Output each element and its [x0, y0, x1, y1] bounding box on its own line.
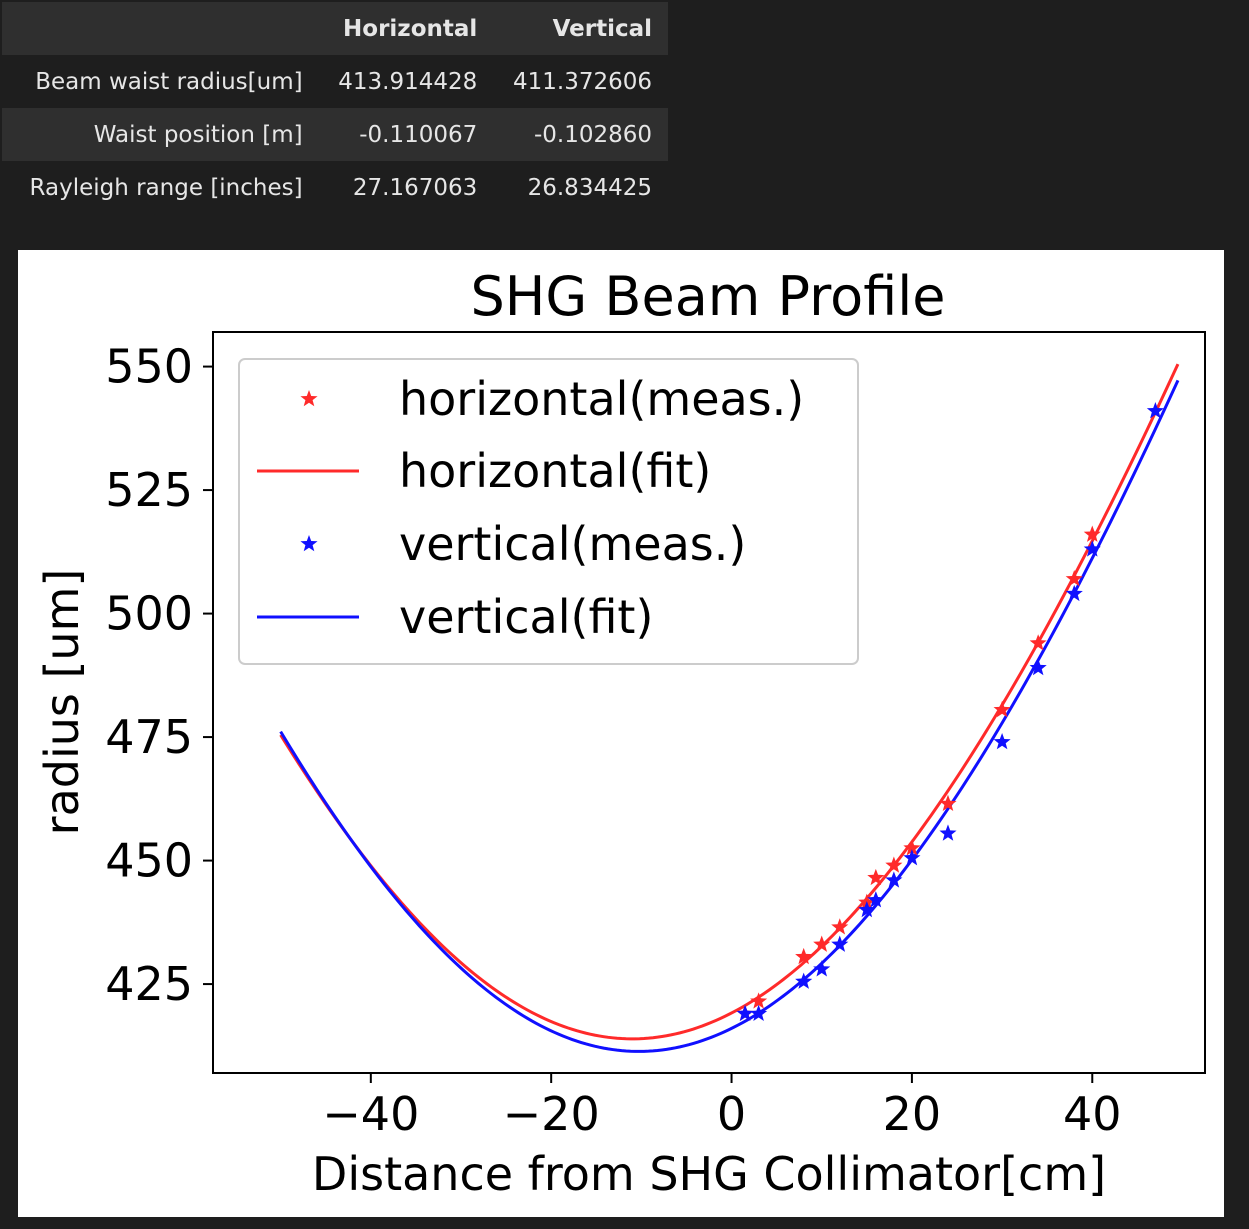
x-tick-label: 20	[883, 1087, 942, 1141]
horizontal-value: 27.167063	[352, 174, 478, 201]
data-point-star	[867, 891, 885, 908]
legend-label: horizontal(fit)	[399, 444, 711, 498]
data-point-star	[903, 849, 921, 866]
legend-label: vertical(fit)	[399, 590, 653, 644]
y-tick-label: 425	[105, 957, 193, 1011]
plot-area	[279, 363, 1180, 1053]
vertical-value: -0.102860	[533, 121, 652, 148]
data-point-star	[831, 935, 849, 952]
data-point-star	[1029, 634, 1047, 651]
data-point-star	[795, 947, 813, 965]
legend-marker-star	[300, 535, 318, 552]
y-tick-label: 550	[105, 340, 193, 394]
row-label: Beam waist radius[um]	[35, 68, 303, 95]
data-point-star	[813, 960, 831, 977]
x-axis-label: Distance from SHG Collimator[cm]	[312, 1147, 1106, 1201]
data-point-star	[939, 794, 957, 812]
legend-label: vertical(meas.)	[399, 517, 746, 571]
legend-label: horizontal(meas.)	[399, 372, 804, 426]
table-row-waist-position: Waist position [m] -0.110067 -0.102860	[2, 108, 668, 161]
data-point-star	[1083, 540, 1101, 557]
data-point-star	[993, 700, 1011, 718]
data-point-star	[795, 972, 813, 989]
table-row-rayleigh-range: Rayleigh range [inches] 27.167063 26.834…	[2, 161, 668, 214]
table-header-row: Horizontal Vertical	[2, 2, 668, 55]
y-axis: 425 450 475 500 525 550	[105, 340, 213, 1011]
chart-title: SHG Beam Profile	[471, 265, 946, 328]
table-row-beam-waist: Beam waist radius[um] 413.914428 411.372…	[2, 55, 668, 108]
row-label: Rayleigh range [inches]	[29, 174, 303, 201]
fit-line-horizontal-fit-	[279, 363, 1180, 1041]
fit-line-vertical-fit-	[279, 379, 1180, 1053]
table-header-corner	[2, 2, 319, 55]
data-point-star	[885, 871, 903, 888]
data-point-star	[1029, 658, 1047, 676]
table-header-vertical: Vertical	[552, 15, 652, 42]
y-axis-label: radius [um]	[35, 569, 89, 836]
data-point-star	[750, 992, 768, 1009]
beam-parameters-table: Horizontal Vertical Beam waist radius[um…	[2, 2, 668, 214]
data-point-star	[813, 935, 831, 952]
data-point-star	[1065, 584, 1083, 602]
plot-frame	[212, 331, 1206, 1074]
horizontal-value: -0.110067	[359, 121, 478, 148]
chart-canvas: SHG Beam Profile −40 −20 0 20 40 425 450 475 50…	[35, 265, 1206, 1201]
data-point-star	[736, 1004, 754, 1021]
vertical-value: 411.372606	[512, 68, 652, 95]
chart-legend: horizontal(meas.) horizontal(fit) vertical…	[238, 358, 859, 665]
data-point-star	[867, 868, 885, 886]
data-point-star	[1146, 402, 1164, 419]
row-label: Waist position [m]	[93, 121, 303, 148]
table-header-horizontal: Horizontal	[343, 15, 478, 42]
legend-box	[238, 358, 859, 665]
y-tick-label: 525	[105, 463, 193, 517]
data-point-star	[903, 839, 921, 856]
vertical-value: 26.834425	[527, 174, 652, 201]
horizontal-value: 413.914428	[338, 68, 478, 95]
y-tick-label: 450	[105, 834, 193, 888]
legend-marker-star	[300, 390, 318, 407]
data-point-star	[885, 856, 903, 873]
y-tick-label: 475	[105, 710, 193, 764]
data-point-star	[939, 824, 957, 841]
x-tick-label: −40	[322, 1087, 419, 1141]
x-tick-label: −20	[503, 1087, 600, 1141]
beam-profile-chart: SHG Beam Profile −40 −20 0 20 40 425 450 475 50…	[18, 250, 1224, 1217]
x-axis: −40 −20 0 20 40	[322, 1073, 1122, 1141]
data-point-star	[858, 900, 876, 918]
data-point-star	[750, 1004, 768, 1021]
data-point-star	[1065, 570, 1083, 587]
y-tick-label: 500	[105, 587, 193, 641]
data-point-star	[831, 918, 849, 935]
data-point-star	[993, 733, 1011, 750]
data-point-star	[1083, 525, 1101, 542]
x-tick-label: 40	[1063, 1087, 1122, 1141]
x-tick-label: 0	[717, 1087, 746, 1141]
